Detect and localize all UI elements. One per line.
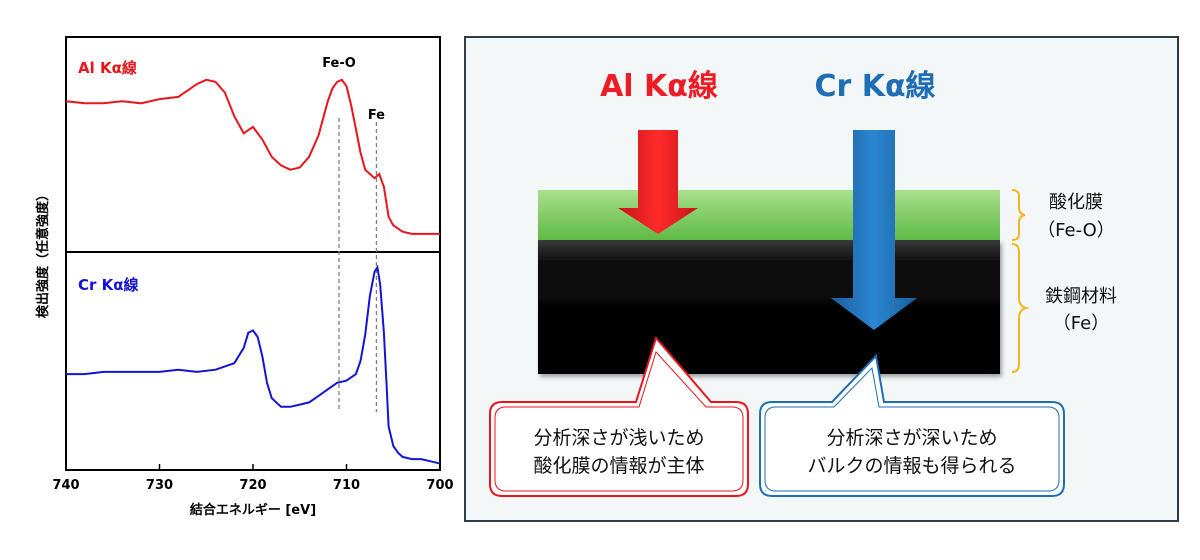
cr-ka-panel-title: Cr Kα線 <box>78 276 139 294</box>
cr-ka-spectrum-line <box>66 264 440 465</box>
fe-annotation: Fe <box>368 108 385 123</box>
oxide-label: 酸化膜 <box>1049 192 1103 213</box>
steel-brace <box>1011 243 1030 373</box>
deep-depth-callout: 分析深さが深いため バルクの情報も得られる <box>759 353 1065 497</box>
deep-callout-line-2: バルクの情報も得られる <box>807 455 1016 477</box>
oxide-layer <box>538 190 1000 240</box>
y-axis-title: 検出強度（任意強度） <box>35 188 51 318</box>
steel-layer <box>538 240 1000 374</box>
xps-spectra-chart: Al Kα線 Cr Kα線 Fe-O Fe 740 730 720 710 700 結合… <box>35 36 454 518</box>
al-ka-panel-title: Al Kα線 <box>78 59 137 77</box>
fe-o-annotation: Fe-O <box>322 56 356 71</box>
shallow-callout-line-2: 酸化膜の情報が主体 <box>533 455 704 477</box>
oxide-brace <box>1011 189 1026 241</box>
steel-label: 鉄鋼材料 <box>1045 286 1117 307</box>
x-axis-title: 結合エネルギー [eV] <box>190 502 316 518</box>
x-tick-label: 700 <box>426 478 453 493</box>
x-tick-label: 730 <box>146 478 173 493</box>
deep-callout-line-1: 分析深さが深いため <box>826 427 997 449</box>
al-ka-beam-title: Al Kα線 <box>600 69 718 104</box>
steel-formula-label: （Fe） <box>1053 313 1109 334</box>
x-tick-label: 720 <box>239 478 266 493</box>
oxide-formula-label: （Fe-O） <box>1037 220 1115 241</box>
cr-ka-deep-arrow <box>831 130 917 330</box>
x-axis-ticks: 740 730 720 710 700 <box>52 464 454 493</box>
diagram-panel: Al Kα線 Cr Kα線 酸化膜 （Fe-O） 鉄鋼材料 （Fe） 分析深さが… <box>464 36 1179 522</box>
al-ka-shallow-arrow <box>618 130 698 234</box>
x-tick-label: 710 <box>333 478 360 493</box>
x-tick-label: 740 <box>52 478 79 493</box>
shallow-callout-line-1: 分析深さが浅いため <box>533 427 704 449</box>
shallow-depth-callout: 分析深さが浅いため 酸化膜の情報が主体 <box>489 335 749 497</box>
al-ka-spectrum-line <box>66 78 440 235</box>
cr-ka-beam-title: Cr Kα線 <box>814 69 935 104</box>
